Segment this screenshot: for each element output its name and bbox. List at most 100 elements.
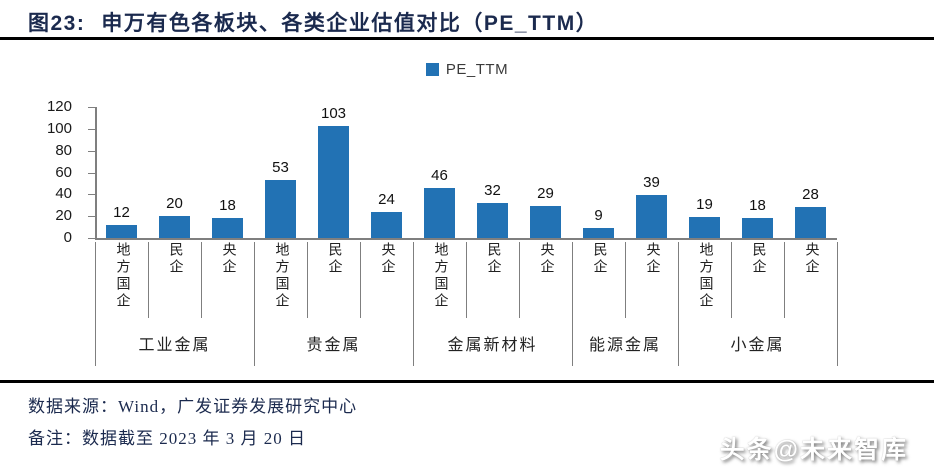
y-axis-tick-label: 60 <box>55 163 72 181</box>
x-category-label: 地方国企 <box>697 242 713 310</box>
bar <box>636 195 667 238</box>
group-divider-line <box>678 242 679 366</box>
bar <box>318 125 349 238</box>
x-category-cell: 央企 <box>784 242 837 324</box>
y-axis-tick-label: 120 <box>46 98 72 115</box>
y-axis-tick-mark <box>88 194 95 196</box>
x-category-cell: 民企 <box>731 242 784 324</box>
x-group-label: 能源金属 <box>588 337 661 354</box>
x-axis-line <box>95 238 837 240</box>
x-category-cell: 民企 <box>466 242 519 324</box>
x-category-cell: 地方国企 <box>413 242 466 324</box>
bar <box>159 216 190 238</box>
bar <box>106 224 137 238</box>
x-category-cell: 民企 <box>572 242 625 324</box>
chart-legend: PE_TTM <box>0 60 934 78</box>
footer-divider-rule <box>0 380 934 383</box>
category-divider-line <box>307 242 308 318</box>
bar-value-label: 20 <box>166 195 183 213</box>
bar <box>371 211 402 238</box>
group-divider-line <box>837 242 838 366</box>
x-category-cell: 央企 <box>519 242 572 324</box>
y-axis-tick-mark <box>88 216 95 218</box>
x-category-label: 央企 <box>538 242 554 276</box>
x-category-label: 地方国企 <box>273 242 289 310</box>
y-axis-tick-label: 40 <box>55 185 72 203</box>
figure-title-text: 申万有色各板块、各类企业估值对比（PE_TTM） <box>101 12 599 35</box>
bar-value-label: 24 <box>378 190 395 208</box>
group-divider-line <box>254 242 255 366</box>
y-axis-tick-mark <box>88 107 95 108</box>
x-category-label: 民企 <box>591 242 607 276</box>
group-divider-line <box>95 242 96 366</box>
bar <box>742 218 773 238</box>
y-axis-tick-mark <box>88 128 95 130</box>
category-divider-line <box>201 242 202 318</box>
bar <box>477 203 508 238</box>
bar-value-label: 9 <box>594 207 603 225</box>
watermark-text: 头条@未来智库 <box>719 436 908 464</box>
bar-value-label: 39 <box>643 174 660 192</box>
bar <box>583 228 614 238</box>
figure-title: 图23: 申万有色各板块、各类企业估值对比（PE_TTM） <box>28 7 598 37</box>
group-divider-line <box>413 242 414 366</box>
title-divider-rule <box>0 37 934 40</box>
x-category-label: 民企 <box>167 242 183 276</box>
y-axis-tick-label: 0 <box>63 229 72 246</box>
bar-value-label: 18 <box>219 197 236 215</box>
bar-value-label: 12 <box>113 203 130 221</box>
data-source-text: 数据来源：Wind，广发证券发展研究中心 <box>28 397 358 416</box>
x-category-label: 地方国企 <box>114 242 130 310</box>
x-category-cell: 央企 <box>201 242 254 324</box>
bar-value-label: 18 <box>749 197 766 215</box>
x-category-cell: 央企 <box>625 242 678 324</box>
category-divider-line <box>731 242 732 318</box>
x-category-label: 央企 <box>220 242 236 276</box>
x-group-label: 工业金属 <box>138 337 211 354</box>
x-category-label: 央企 <box>644 242 660 276</box>
x-group-label: 小金属 <box>730 337 785 354</box>
x-group-label: 金属新材料 <box>447 337 538 354</box>
x-group-label: 贵金属 <box>306 337 361 354</box>
x-category-cell: 地方国企 <box>254 242 307 324</box>
bar <box>265 180 296 238</box>
x-category-label: 民企 <box>326 242 342 276</box>
bar <box>689 217 720 238</box>
y-axis-line <box>95 107 97 238</box>
bar-value-label: 19 <box>696 196 713 214</box>
bar <box>424 187 455 238</box>
bar-value-label: 53 <box>272 159 289 177</box>
category-divider-line <box>784 242 785 318</box>
x-category-cell: 地方国企 <box>678 242 731 324</box>
category-divider-line <box>466 242 467 318</box>
bar-value-label: 28 <box>802 186 819 204</box>
y-axis-tick-mark <box>88 150 95 152</box>
bar <box>530 206 561 238</box>
x-category-label: 央企 <box>803 242 819 276</box>
category-divider-line <box>360 242 361 318</box>
x-category-label: 民企 <box>485 242 501 276</box>
y-axis-tick-mark <box>88 238 95 239</box>
y-axis-tick-label: 100 <box>46 119 72 137</box>
x-category-label: 央企 <box>379 242 395 276</box>
category-divider-line <box>519 242 520 318</box>
category-divider-line <box>148 242 149 318</box>
x-category-label: 地方国企 <box>432 242 448 310</box>
legend-series-label: PE_TTM <box>445 60 509 78</box>
y-axis-tick-label: 80 <box>55 141 72 159</box>
data-note-text: 备注：数据截至 2023 年 3 月 20 日 <box>28 429 306 448</box>
y-axis-tick-label: 20 <box>55 207 72 225</box>
bar-value-label: 103 <box>320 104 347 122</box>
x-category-cell: 民企 <box>148 242 201 324</box>
figure-number-label: 图23: <box>28 12 86 35</box>
bar <box>212 218 243 238</box>
group-divider-line <box>572 242 573 366</box>
bar <box>795 207 826 238</box>
x-category-label: 民企 <box>750 242 766 276</box>
category-divider-line <box>625 242 626 318</box>
y-axis-tick-mark <box>88 172 95 174</box>
x-category-cell: 央企 <box>360 242 413 324</box>
bar-value-label: 29 <box>537 185 554 203</box>
x-category-cell: 地方国企 <box>95 242 148 324</box>
